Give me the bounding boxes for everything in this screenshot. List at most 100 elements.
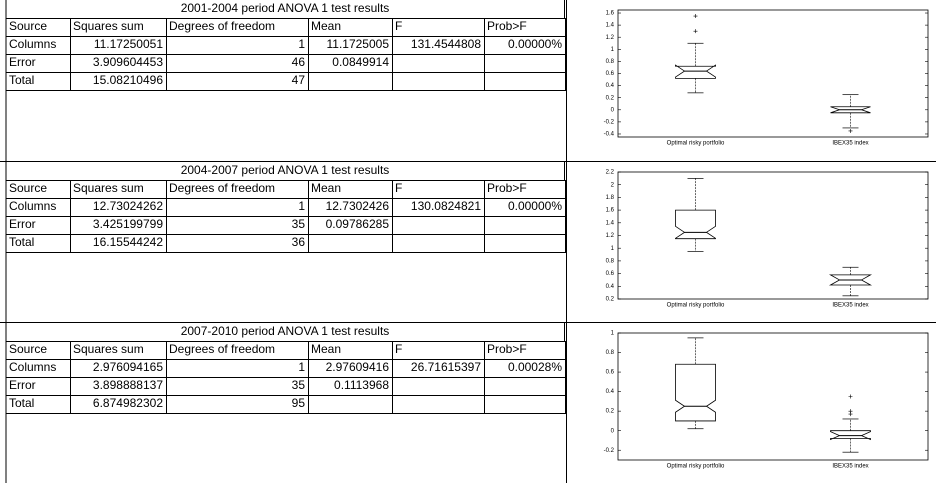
header-cell: Prob>F xyxy=(484,18,566,37)
plot-frame xyxy=(617,332,929,461)
table-cell: 2.97609416 xyxy=(308,359,393,378)
table-cell: 0.00000% xyxy=(484,36,566,55)
y-tick-label: -0.4 xyxy=(604,132,615,138)
table-title: 2007-2010 period ANOVA 1 test results xyxy=(6,323,565,342)
table-cell: 3.425199799 xyxy=(70,216,167,235)
table-cell xyxy=(392,54,485,73)
table-cell: 47 xyxy=(166,72,309,91)
y-tick-label: 2.2 xyxy=(606,170,615,176)
header-cell: Degrees of freedom xyxy=(166,180,309,199)
y-tick-label: 0 xyxy=(611,428,615,434)
table-cell: Error xyxy=(6,216,71,235)
outlier xyxy=(693,14,698,19)
box xyxy=(675,209,716,240)
header-cell: Source xyxy=(6,18,71,37)
table-cell xyxy=(392,72,485,91)
table-cell: 35 xyxy=(166,216,309,235)
y-tick-label: 0.8 xyxy=(606,59,615,65)
header-cell: F xyxy=(392,341,485,360)
header-cell: Source xyxy=(6,180,71,199)
table-cell: 15.08210496 xyxy=(70,72,167,91)
header-cell: Degrees of freedom xyxy=(166,341,309,360)
y-tick-label: 1.8 xyxy=(606,195,615,201)
header-cell: Mean xyxy=(308,341,393,360)
table-cell: Total xyxy=(6,395,71,414)
table-cell: 0.00000% xyxy=(484,198,566,217)
table-cell: 2.976094165 xyxy=(70,359,167,378)
header-cell: Squares sum xyxy=(70,180,167,199)
table-cell: 0.09786285 xyxy=(308,216,393,235)
table-cell: Error xyxy=(6,54,71,73)
outlier xyxy=(848,394,853,399)
x-tick-label: IBEX35 index xyxy=(832,141,868,147)
y-tick-label: 0.6 xyxy=(606,71,615,77)
header-cell: Mean xyxy=(308,18,393,37)
header-cell: Source xyxy=(6,341,71,360)
outlier xyxy=(848,128,853,133)
plot-frame xyxy=(617,171,929,300)
table-title: 2001-2004 period ANOVA 1 test results xyxy=(6,0,565,19)
table-cell: Columns xyxy=(6,36,71,55)
table-cell xyxy=(308,234,393,253)
header-cell: Prob>F xyxy=(484,180,566,199)
table-cell xyxy=(308,395,393,414)
table-cell: Columns xyxy=(6,359,71,378)
table-cell: 11.1725005 xyxy=(308,36,393,55)
outlier xyxy=(693,29,698,34)
table-cell: 1 xyxy=(166,36,309,55)
y-tick-label: 0.6 xyxy=(606,271,615,277)
box xyxy=(675,64,716,79)
y-tick-label: -0.2 xyxy=(604,448,615,454)
table-cell xyxy=(392,377,485,396)
table-cell: 12.73024262 xyxy=(70,198,167,217)
table-cell: 11.17250051 xyxy=(70,36,167,55)
table-cell: 95 xyxy=(166,395,309,414)
table-cell: 46 xyxy=(166,54,309,73)
table-cell: 3.909604453 xyxy=(70,54,167,73)
y-tick-label: 1.2 xyxy=(606,233,615,239)
table-cell xyxy=(484,54,566,73)
outlier xyxy=(848,409,853,414)
table-cell: 16.15544242 xyxy=(70,234,167,253)
plot-frame xyxy=(617,9,929,138)
y-tick-label: 0.8 xyxy=(606,258,615,264)
header-cell: Mean xyxy=(308,180,393,199)
x-tick-label: Optimal risky portfolio xyxy=(667,141,725,147)
header-cell: Squares sum xyxy=(70,18,167,37)
y-tick-label: 0.6 xyxy=(606,370,615,376)
y-tick-label: 0.8 xyxy=(606,350,615,356)
y-tick-label: 0.2 xyxy=(606,409,615,415)
table-cell xyxy=(308,72,393,91)
x-tick-label: IBEX35 index xyxy=(832,464,868,470)
table-cell: 35 xyxy=(166,377,309,396)
y-tick-label: 0.4 xyxy=(606,83,615,89)
table-cell: Total xyxy=(6,72,71,91)
table-cell: 130.0824821 xyxy=(392,198,485,217)
y-tick-label: 1.4 xyxy=(606,220,615,226)
header-cell: F xyxy=(392,180,485,199)
table-cell: 6.874982302 xyxy=(70,395,167,414)
table-cell: 26.71615397 xyxy=(392,359,485,378)
table-cell xyxy=(484,72,566,91)
y-tick-label: 1.4 xyxy=(606,23,615,29)
header-cell: Degrees of freedom xyxy=(166,18,309,37)
y-tick-label: 0.2 xyxy=(606,95,615,101)
y-tick-label: 0.2 xyxy=(606,297,615,303)
box xyxy=(675,363,716,422)
y-tick-label: 1 xyxy=(611,246,615,252)
table-cell: 36 xyxy=(166,234,309,253)
table-cell xyxy=(484,395,566,414)
table-cell: 1 xyxy=(166,198,309,217)
table-cell: 0.00028% xyxy=(484,359,566,378)
table-cell: 1 xyxy=(166,359,309,378)
table-cell: Columns xyxy=(6,198,71,217)
y-tick-label: 2 xyxy=(611,182,615,188)
y-tick-label: 0 xyxy=(611,107,615,113)
y-tick-label: 0.4 xyxy=(606,389,615,395)
header-cell: Squares sum xyxy=(70,341,167,360)
table-cell: 0.0849914 xyxy=(308,54,393,73)
header-cell: F xyxy=(392,18,485,37)
table-cell xyxy=(484,377,566,396)
y-tick-label: 0.4 xyxy=(606,284,615,290)
